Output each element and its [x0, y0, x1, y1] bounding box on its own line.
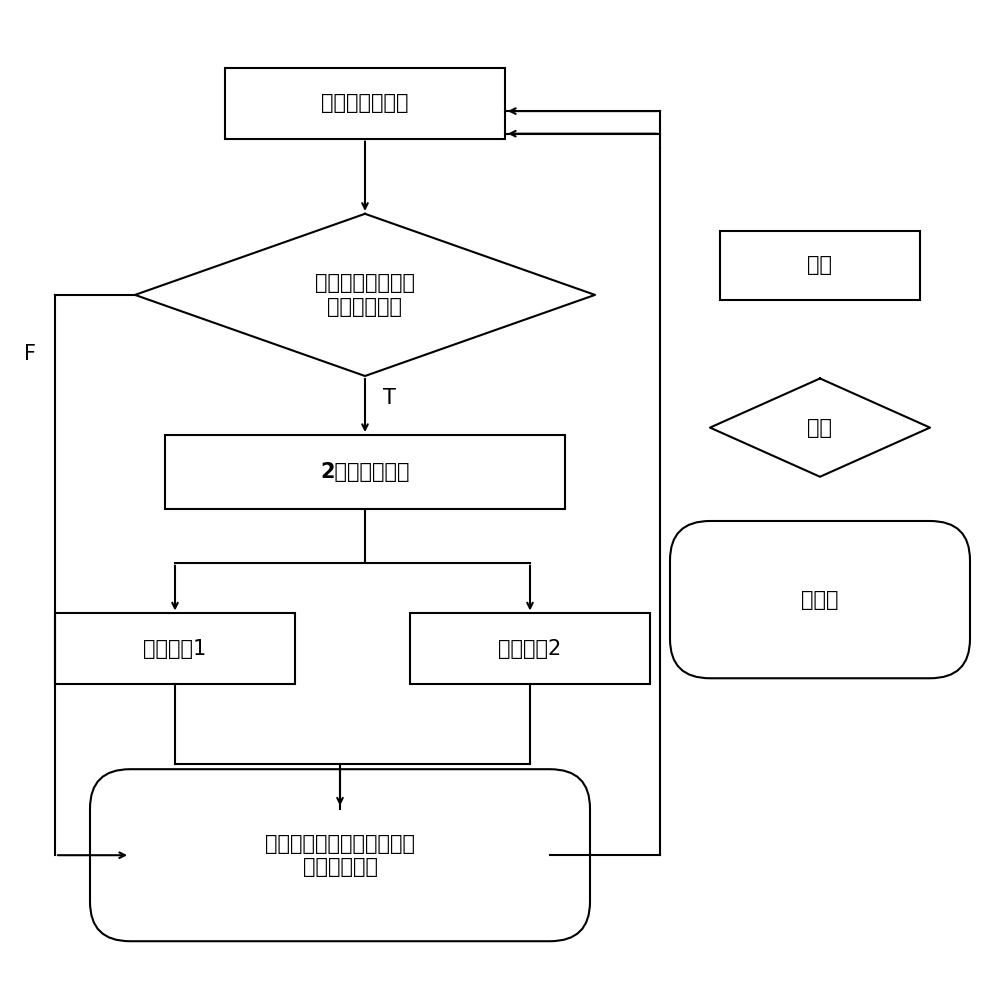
FancyBboxPatch shape — [55, 613, 295, 684]
Text: 子聚类簇1: 子聚类簇1 — [143, 639, 207, 659]
Text: F: F — [24, 344, 36, 364]
Text: T: T — [383, 388, 396, 408]
Text: 2聚类中心聚类: 2聚类中心聚类 — [320, 462, 410, 482]
FancyBboxPatch shape — [410, 613, 650, 684]
Polygon shape — [135, 214, 595, 376]
Text: 子聚类簇2: 子聚类簇2 — [498, 639, 562, 659]
FancyBboxPatch shape — [165, 434, 565, 509]
Text: 聚类簇包含数据量
是否超过阈值: 聚类簇包含数据量 是否超过阈值 — [315, 273, 415, 317]
FancyBboxPatch shape — [720, 231, 920, 300]
Text: 判定: 判定 — [808, 418, 832, 437]
Polygon shape — [710, 378, 930, 477]
Text: 功能: 功能 — [808, 256, 832, 275]
FancyBboxPatch shape — [90, 769, 590, 942]
Text: 将聚类簇的中心坐标写入到
聚类中心文件: 将聚类簇的中心坐标写入到 聚类中心文件 — [265, 834, 415, 877]
Text: 终结符: 终结符 — [801, 590, 839, 609]
FancyBboxPatch shape — [670, 521, 970, 678]
Text: 输入一个聚类簇: 输入一个聚类簇 — [321, 93, 409, 113]
FancyBboxPatch shape — [225, 68, 505, 139]
